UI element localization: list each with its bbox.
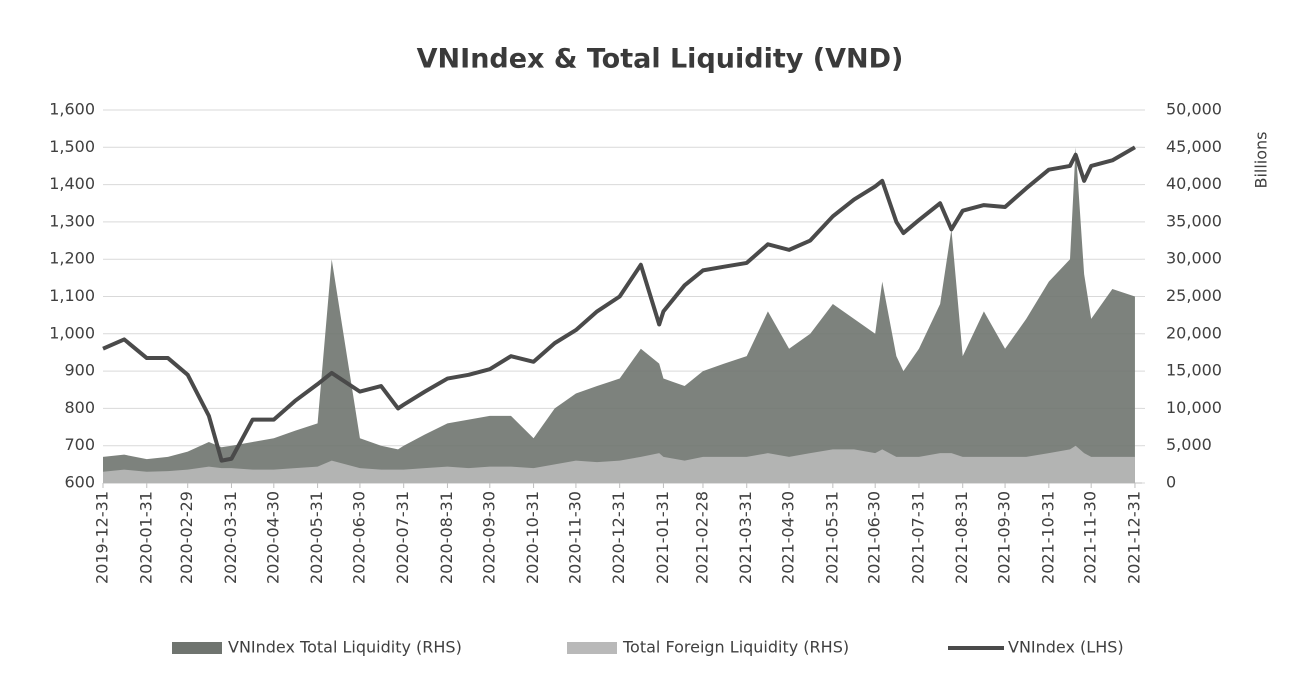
- y2-tick-label: 0: [1166, 473, 1176, 492]
- x-tick-label: 2021-07-31: [908, 491, 927, 584]
- x-tick-label: 2020-05-31: [307, 491, 326, 584]
- y2-tick-label: 10,000: [1166, 398, 1222, 417]
- x-tick-label: 2021-11-30: [1081, 491, 1100, 584]
- y2-tick-label: 35,000: [1166, 211, 1222, 230]
- x-tick-label: 2021-02-28: [692, 491, 711, 584]
- area: [103, 445, 1135, 483]
- line: [102, 145, 1136, 463]
- x-tick-label: 2020-09-30: [479, 491, 498, 584]
- x-tick-label: 2021-06-30: [865, 491, 884, 584]
- y-tick-label: 600: [64, 473, 95, 492]
- y-tick-label: 1,200: [49, 249, 95, 268]
- y2-tick-label: 25,000: [1166, 286, 1222, 305]
- x-tick-label: 2021-01-31: [653, 491, 672, 584]
- area: [103, 147, 1135, 484]
- x-tick-label: 2020-03-31: [221, 491, 240, 584]
- y-tick-label: 1,100: [49, 286, 95, 305]
- y-tick-label: 1,400: [49, 174, 95, 193]
- legend-swatch: [567, 642, 617, 654]
- legend-label: VNIndex Total Liquidity (RHS): [228, 638, 462, 657]
- y2-tick-label: 45,000: [1166, 137, 1222, 156]
- legend-label: VNIndex (LHS): [1008, 638, 1124, 657]
- x-tick-label: 2020-01-31: [136, 491, 155, 584]
- y2-tick-label: 40,000: [1166, 174, 1222, 193]
- y2-tick-label: 20,000: [1166, 323, 1222, 342]
- y2-tick-label: 15,000: [1166, 361, 1222, 380]
- chart-title: VNIndex & Total Liquidity (VND): [417, 44, 904, 75]
- x-tick-label: 2021-03-31: [736, 491, 755, 584]
- x-tick-label: 2021-10-31: [1038, 491, 1057, 584]
- y-tick-label: 1,500: [49, 137, 95, 156]
- x-tick-label: 2021-08-31: [952, 491, 971, 584]
- legend-swatch: [172, 642, 222, 654]
- x-tick-label: 2021-04-30: [779, 491, 798, 584]
- y-tick-label: 1,600: [49, 100, 95, 119]
- y-tick-label: 700: [64, 435, 95, 454]
- y-tick-label: 1,300: [49, 211, 95, 230]
- x-tick-label: 2020-02-29: [177, 491, 196, 584]
- y-tick-label: 900: [64, 361, 95, 380]
- x-tick-label: 2020-04-30: [263, 491, 282, 584]
- x-tick-label: 2019-12-31: [93, 491, 112, 584]
- y2-axis-label: Billions: [1252, 131, 1271, 188]
- y2-tick-label: 5,000: [1166, 435, 1212, 454]
- y-tick-label: 1,000: [49, 323, 95, 342]
- x-tick-label: 2020-06-30: [349, 491, 368, 584]
- x-tick-label: 2021-05-31: [822, 491, 841, 584]
- legend-label: Total Foreign Liquidity (RHS): [622, 638, 849, 657]
- x-tick-label: 2020-11-30: [565, 491, 584, 584]
- x-tick-label: 2020-08-31: [437, 491, 456, 584]
- x-tick-label: 2020-12-31: [609, 491, 628, 584]
- x-tick-label: 2020-10-31: [523, 491, 542, 584]
- y2-tick-label: 50,000: [1166, 100, 1222, 119]
- x-tick-label: 2020-07-31: [393, 491, 412, 584]
- x-tick-label: 2021-09-30: [995, 491, 1014, 584]
- y2-tick-label: 30,000: [1166, 249, 1222, 268]
- y-tick-label: 800: [64, 398, 95, 417]
- x-tick-label: 2021-12-31: [1124, 491, 1143, 584]
